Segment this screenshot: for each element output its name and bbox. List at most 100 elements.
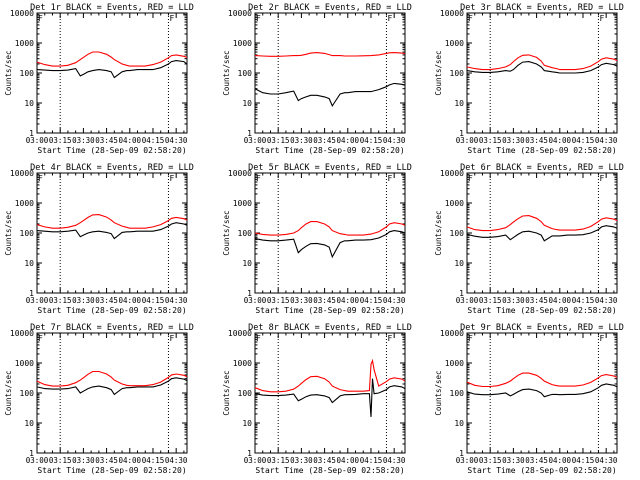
x-tick-label: 04:00 bbox=[118, 136, 141, 145]
y-tick-label: 1000 bbox=[233, 359, 252, 368]
y-tick-label: 1 bbox=[459, 129, 464, 138]
x-tick-label: 03:45 bbox=[525, 456, 548, 465]
plot-frame bbox=[466, 332, 618, 454]
events-series-line bbox=[466, 61, 618, 74]
plot-frame bbox=[466, 172, 618, 294]
y-tick-label: 100 bbox=[20, 389, 35, 398]
y-tick-label: 10000 bbox=[10, 9, 34, 18]
y-axis-label: Counts/sec bbox=[4, 210, 13, 255]
y-tick-label: 100 bbox=[238, 229, 253, 238]
x-axis-label: Start Time (28-Sep-09 02:58:20) bbox=[37, 306, 186, 315]
lld-series-line bbox=[254, 358, 406, 393]
y-tick-label: 100 bbox=[450, 69, 465, 78]
flag-marker: F bbox=[387, 14, 392, 23]
detector-panel: Det 9r BLACK = Events, RED = LLD 1 10 100 10… bbox=[434, 323, 624, 475]
x-tick-label: 03:15 bbox=[479, 296, 502, 305]
lld-series-line bbox=[466, 215, 618, 232]
flag-marker: F bbox=[468, 334, 473, 343]
x-tick-label: 04:00 bbox=[336, 136, 359, 145]
panel-title: Det 8r BLACK = Events, RED = LLD bbox=[248, 323, 412, 333]
x-tick-label: 04:15 bbox=[142, 296, 165, 305]
x-tick-label: 04:30 bbox=[595, 296, 618, 305]
x-tick-label: 03:00 bbox=[456, 136, 479, 145]
y-tick-label: 1 bbox=[459, 449, 464, 458]
flag-marker: F bbox=[468, 14, 473, 23]
y-axis-label: Counts/sec bbox=[222, 370, 231, 415]
panel-title: Det 1r BLACK = Events, RED = LLD bbox=[30, 3, 194, 13]
x-tick-label: 04:30 bbox=[383, 136, 406, 145]
panel-title: Det 5r BLACK = Events, RED = LLD bbox=[248, 163, 412, 173]
x-tick-label: 04:00 bbox=[336, 296, 359, 305]
y-tick-label: 10000 bbox=[10, 329, 34, 338]
y-tick-label: 10 bbox=[24, 99, 34, 108]
x-tick-label: 03:45 bbox=[525, 136, 548, 145]
x-axis-label: Start Time (28-Sep-09 02:58:20) bbox=[467, 306, 616, 315]
plot-frame bbox=[36, 172, 188, 294]
flag-marker: F bbox=[169, 334, 174, 343]
y-axis-label: Counts/sec bbox=[4, 50, 13, 95]
y-axis-label: Counts/sec bbox=[222, 210, 231, 255]
x-tick-label: 03:45 bbox=[313, 296, 336, 305]
x-tick-label: 03:45 bbox=[525, 296, 548, 305]
y-axis-label: Counts/sec bbox=[434, 210, 443, 255]
x-tick-label: 04:15 bbox=[572, 136, 595, 145]
lld-series-line bbox=[36, 370, 188, 387]
y-tick-label: 1 bbox=[29, 129, 34, 138]
x-tick-label: 04:15 bbox=[360, 136, 383, 145]
flag-marker: F bbox=[468, 174, 473, 183]
detector-panel: Det 1r BLACK = Events, RED = LLD 1 10 100 10… bbox=[4, 3, 194, 155]
y-tick-label: 1 bbox=[29, 449, 34, 458]
x-axis-label: Start Time (28-Sep-09 02:58:20) bbox=[37, 466, 186, 475]
y-tick-label: 1 bbox=[247, 289, 252, 298]
plot-frame bbox=[254, 12, 406, 134]
flag-marker: F bbox=[38, 334, 43, 343]
panel-title: Det 6r BLACK = Events, RED = LLD bbox=[460, 163, 624, 173]
flag-marker: F bbox=[169, 174, 174, 183]
flag-marker: F bbox=[256, 334, 261, 343]
x-tick-label: 03:30 bbox=[290, 456, 313, 465]
x-tick-label: 03:00 bbox=[26, 296, 49, 305]
events-series-line bbox=[36, 60, 188, 79]
x-tick-label: 03:15 bbox=[267, 456, 290, 465]
x-axis-label: Start Time (28-Sep-09 02:58:20) bbox=[467, 466, 616, 475]
flag-marker: F bbox=[256, 14, 261, 23]
x-tick-label: 03:00 bbox=[26, 136, 49, 145]
y-axis-label: Counts/sec bbox=[434, 370, 443, 415]
y-tick-label: 10000 bbox=[440, 329, 464, 338]
events-series-line bbox=[254, 230, 406, 259]
x-tick-label: 04:30 bbox=[165, 136, 188, 145]
y-tick-label: 1000 bbox=[445, 199, 464, 208]
y-tick-label: 1000 bbox=[15, 199, 34, 208]
flag-marker: F bbox=[599, 14, 604, 23]
panel-title: Det 2r BLACK = Events, RED = LLD bbox=[248, 3, 412, 13]
lld-series-line bbox=[36, 51, 188, 67]
x-tick-label: 03:00 bbox=[244, 456, 267, 465]
x-tick-label: 03:15 bbox=[49, 296, 72, 305]
y-tick-label: 10 bbox=[24, 419, 34, 428]
y-tick-label: 1000 bbox=[445, 359, 464, 368]
x-axis-label: Start Time (28-Sep-09 02:58:20) bbox=[37, 146, 186, 155]
x-tick-label: 03:30 bbox=[502, 296, 525, 305]
panel-title: Det 7r BLACK = Events, RED = LLD bbox=[30, 323, 194, 333]
y-tick-label: 1 bbox=[247, 449, 252, 458]
x-tick-label: 03:45 bbox=[95, 296, 118, 305]
y-tick-label: 10000 bbox=[10, 169, 34, 178]
y-tick-label: 10 bbox=[242, 419, 252, 428]
x-tick-label: 03:00 bbox=[244, 296, 267, 305]
x-tick-label: 04:15 bbox=[142, 136, 165, 145]
x-tick-label: 03:45 bbox=[313, 136, 336, 145]
detector-panel: Det 3r BLACK = Events, RED = LLD 1 10 100 10… bbox=[434, 3, 624, 155]
y-tick-label: 100 bbox=[20, 229, 35, 238]
events-series-line bbox=[36, 222, 188, 240]
flag-marker: F bbox=[387, 174, 392, 183]
y-tick-label: 100 bbox=[238, 389, 253, 398]
x-tick-label: 03:00 bbox=[456, 296, 479, 305]
flag-marker: F bbox=[38, 174, 43, 183]
y-tick-label: 1 bbox=[247, 129, 252, 138]
y-tick-label: 100 bbox=[450, 389, 465, 398]
events-series-line bbox=[254, 82, 406, 108]
x-tick-label: 04:00 bbox=[548, 296, 571, 305]
y-tick-label: 10 bbox=[242, 99, 252, 108]
y-tick-label: 1 bbox=[459, 289, 464, 298]
